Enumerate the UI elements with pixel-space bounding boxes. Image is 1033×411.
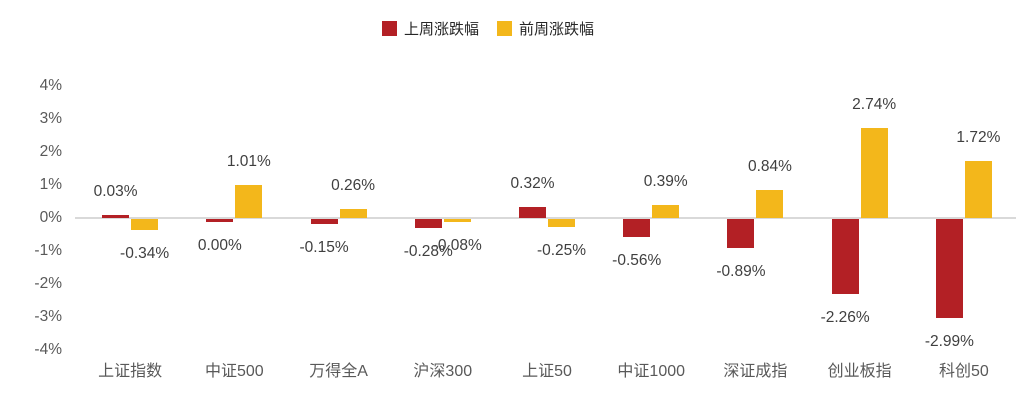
legend-label-last-week: 上周涨跌幅 <box>404 21 480 38</box>
value-label: 2.74% <box>852 95 897 113</box>
bar-prev-week <box>652 205 680 218</box>
value-label: -2.26% <box>820 308 870 326</box>
y-tick-label: 0% <box>39 209 62 226</box>
value-label: -2.99% <box>924 332 974 350</box>
y-tick-label: 4% <box>39 77 62 94</box>
legend-label-prev-week: 前周涨跌幅 <box>519 21 595 38</box>
value-label: 0.03% <box>93 183 138 200</box>
bar-last-week <box>414 219 442 229</box>
zero-axis-line <box>75 217 1016 219</box>
category-label: 中证1000 <box>617 363 686 380</box>
bar-last-week <box>831 219 859 294</box>
bar-prev-week <box>548 219 575 228</box>
bar-last-week <box>310 219 338 224</box>
legend-item-last-week: 上周涨跌幅 <box>382 18 479 39</box>
value-label: -0.56% <box>612 252 662 270</box>
y-tick-label: 3% <box>39 110 62 127</box>
value-label: 1.01% <box>226 152 271 170</box>
legend: 上周涨跌幅 前周涨跌幅 <box>382 18 594 39</box>
category-label: 科创50 <box>938 363 989 380</box>
category-label: 中证500 <box>204 363 264 380</box>
value-label: 0.32% <box>510 175 555 193</box>
value-label: 0.84% <box>747 158 792 176</box>
value-label: 0.39% <box>643 173 688 191</box>
value-label: 0.26% <box>331 177 376 195</box>
y-tick-label: 2% <box>39 143 62 160</box>
bar-prev-week <box>339 209 367 218</box>
legend-swatch-prev-week <box>497 21 513 36</box>
category-label: 深证成指 <box>723 363 788 380</box>
category-label: 创业板指 <box>827 363 892 380</box>
value-label: -0.34% <box>120 245 170 263</box>
legend-item-prev-week: 前周涨跌幅 <box>497 18 594 39</box>
bar-prev-week <box>131 219 159 231</box>
category-label: 上证指数 <box>98 363 163 380</box>
bar-prev-week <box>235 184 263 218</box>
value-label: -0.25% <box>536 242 587 260</box>
y-tick-label: -1% <box>34 242 62 259</box>
y-tick-label: -4% <box>34 341 62 358</box>
bar-prev-week <box>756 190 784 218</box>
value-label: -0.15% <box>299 238 349 256</box>
category-label: 上证50 <box>522 363 572 380</box>
bar-last-week <box>727 219 755 249</box>
bar-last-week <box>623 219 651 238</box>
bar-prev-week <box>860 127 888 218</box>
y-tick-label: 1% <box>39 176 62 193</box>
bar-last-week <box>935 219 963 318</box>
bar-prev-week <box>443 219 471 222</box>
bar-last-week <box>102 215 130 218</box>
y-tick-label: -3% <box>34 308 62 325</box>
value-label: -0.28% <box>403 243 453 261</box>
bar-prev-week <box>964 161 992 218</box>
y-tick-label: -2% <box>34 275 62 292</box>
value-label: 0.00% <box>197 237 242 254</box>
value-label: -0.89% <box>716 263 766 281</box>
value-label: 1.72% <box>956 129 1001 147</box>
category-label: 万得全A <box>309 363 368 380</box>
legend-swatch-last-week <box>382 21 397 36</box>
bar-last-week <box>519 207 546 218</box>
value-label: -0.08% <box>432 237 482 254</box>
category-label: 沪深300 <box>413 363 473 380</box>
bar-last-week <box>206 219 234 222</box>
